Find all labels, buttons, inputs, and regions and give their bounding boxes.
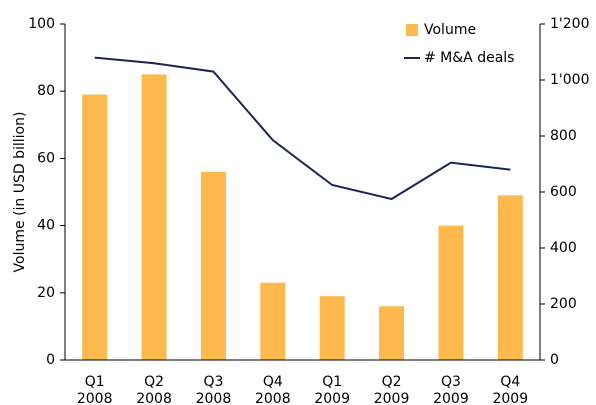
y2-tick-label: 600 <box>550 184 577 200</box>
bar <box>260 282 286 360</box>
bar <box>141 74 167 361</box>
x-tick-label: 2009 <box>374 391 410 405</box>
x-tick-label: 2008 <box>77 391 113 405</box>
x-tick-label: 2009 <box>314 391 350 405</box>
x-tick-label: Q1 <box>85 374 105 390</box>
x-tick-label: Q3 <box>203 374 223 390</box>
x-tick-label: Q4 <box>500 374 520 390</box>
y2-tick-label: 1'200 <box>550 16 589 32</box>
y-tick-label: 60 <box>37 150 55 166</box>
line <box>94 56 511 201</box>
bar <box>438 225 464 360</box>
x-tick-label: Q2 <box>382 374 402 390</box>
y-axis-label: Volume (in USD billion) <box>12 112 28 273</box>
y-tick-label: 0 <box>46 352 55 368</box>
y2-tick-label: 0 <box>550 352 559 368</box>
legend-label: # M&A deals <box>424 50 514 66</box>
x-tick-label: 2008 <box>255 391 291 405</box>
x-tick-label: Q4 <box>263 374 283 390</box>
y-tick-label: 20 <box>37 285 55 301</box>
bar <box>379 306 405 360</box>
y2-tick-label: 800 <box>550 128 577 144</box>
x-tick-label: Q1 <box>322 374 342 390</box>
bar <box>200 171 226 360</box>
legend-swatch <box>406 24 418 36</box>
bar <box>497 195 523 360</box>
x-tick-label: 2008 <box>136 391 172 405</box>
bar <box>319 296 345 360</box>
y2-tick-label: 1'000 <box>550 72 589 88</box>
y2-tick-label: 200 <box>550 296 577 312</box>
x-tick-label: 2009 <box>433 391 469 405</box>
bar <box>82 94 108 360</box>
y-tick-label: 40 <box>37 218 55 234</box>
x-tick-label: Q3 <box>441 374 461 390</box>
y-tick-label: 80 <box>37 83 55 99</box>
y-tick-label: 100 <box>28 16 55 32</box>
y2-tick-label: 400 <box>550 240 577 256</box>
x-tick-label: Q2 <box>144 374 164 390</box>
x-tick-label: 2009 <box>492 391 528 405</box>
legend-label: Volume <box>424 22 476 38</box>
x-tick-label: 2008 <box>196 391 232 405</box>
